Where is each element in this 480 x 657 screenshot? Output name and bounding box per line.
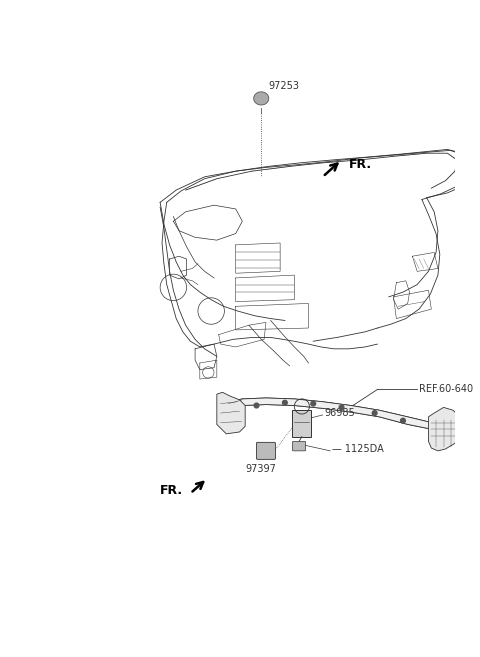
Text: 96985: 96985: [324, 408, 355, 418]
FancyBboxPatch shape: [256, 442, 276, 459]
Text: 97253: 97253: [269, 81, 300, 91]
Circle shape: [372, 411, 377, 415]
Polygon shape: [429, 407, 460, 451]
Polygon shape: [217, 392, 245, 434]
Text: FR.: FR.: [349, 158, 372, 171]
Polygon shape: [221, 398, 436, 432]
Circle shape: [254, 403, 259, 408]
Circle shape: [311, 401, 315, 406]
Text: — 1125DA: — 1125DA: [332, 444, 384, 454]
Text: REF.60-640: REF.60-640: [419, 384, 473, 394]
FancyBboxPatch shape: [292, 410, 312, 437]
Circle shape: [339, 405, 344, 410]
Circle shape: [283, 400, 287, 405]
Circle shape: [401, 419, 405, 423]
Text: FR.: FR.: [160, 484, 183, 497]
Polygon shape: [254, 92, 269, 105]
FancyBboxPatch shape: [292, 442, 306, 451]
Text: 97397: 97397: [246, 464, 276, 474]
